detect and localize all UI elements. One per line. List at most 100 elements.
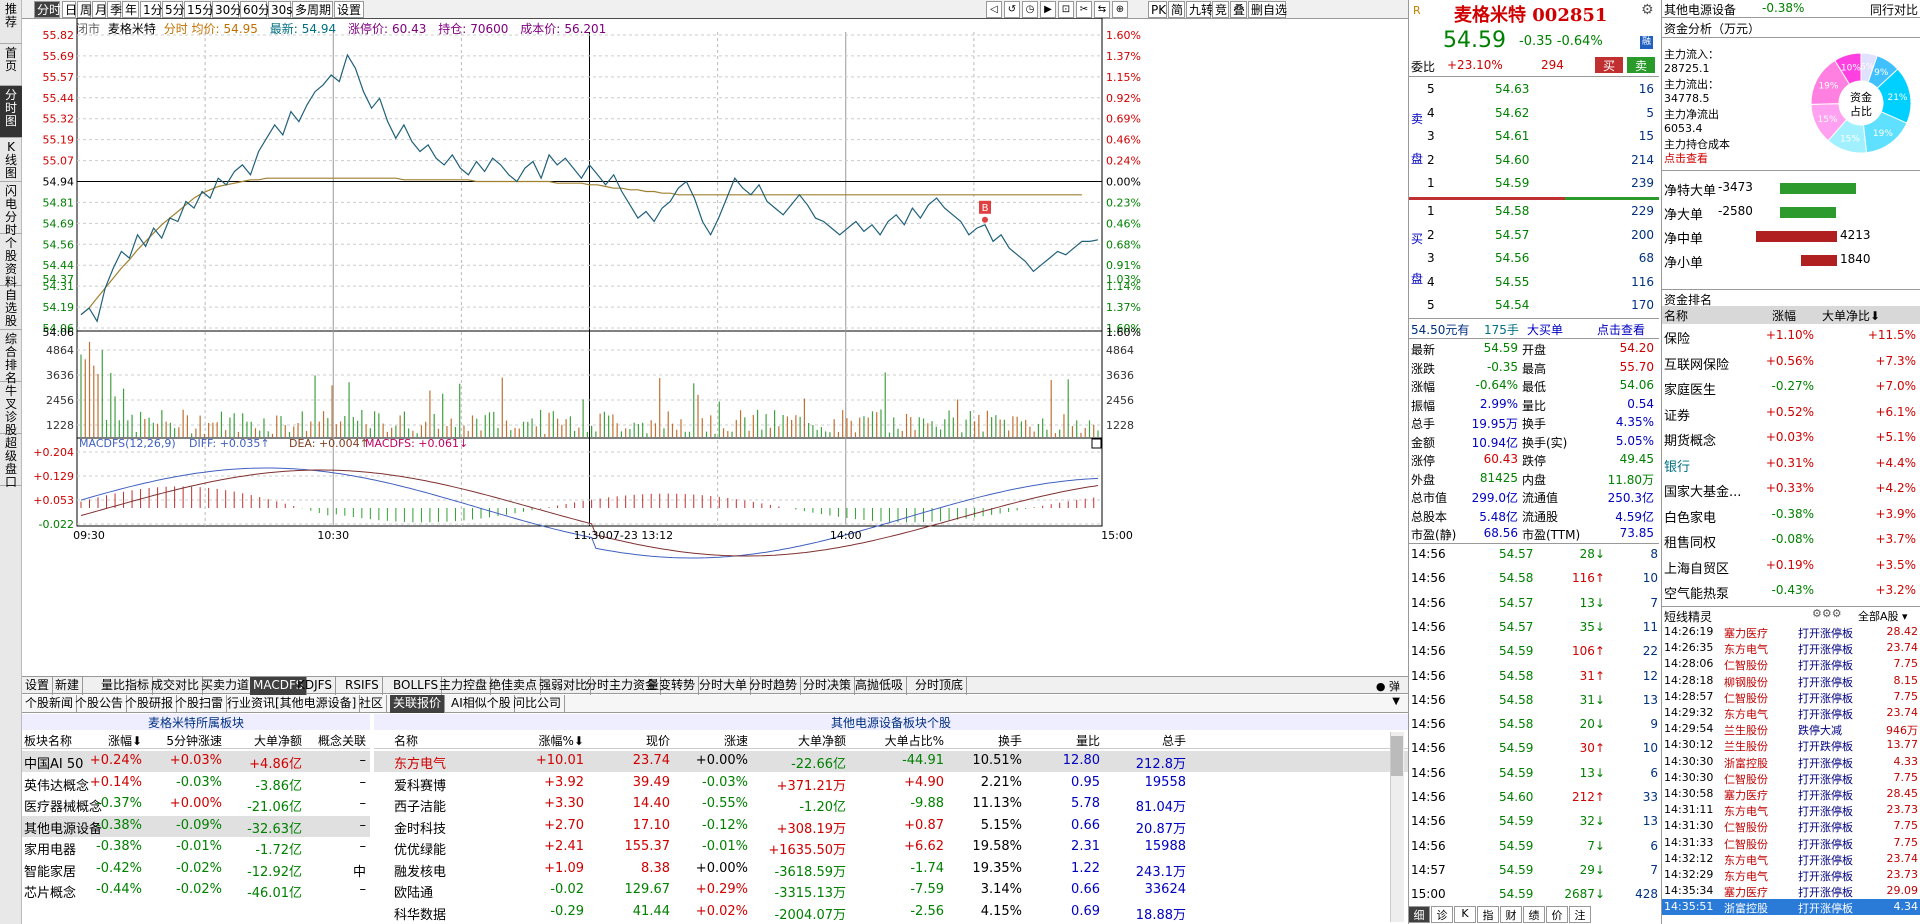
indicator-tab-5[interactable]: MACDFS <box>250 677 308 695</box>
jingling-row[interactable]: 14:35:34 塞力医疗 打开涨停板 29.09 <box>1664 884 1918 900</box>
buy-button[interactable]: 买 <box>1595 57 1623 73</box>
toolbar-right-5[interactable]: 删自选 <box>1248 1 1287 18</box>
peer-row[interactable]: 欧陆通 -0.02 129.67 +0.29% -3315.13万 -7.59 3.14% 0… <box>394 882 1186 901</box>
peer-row[interactable]: 科华数据 -0.29 41.44 +0.02% -2004.07万 -2.56 4.15% 0… <box>394 903 1186 923</box>
toolbar-tab-7[interactable]: 5分 <box>162 1 185 18</box>
indicator-tab-4[interactable]: 买卖力道 <box>198 677 254 695</box>
sector-row[interactable]: 医疗器械概念 -0.37% +0.00% -21.06亿 – <box>24 796 366 815</box>
rank-item-name[interactable]: 银行 <box>1664 459 1691 475</box>
nav-tab-4[interactable]: 闪 电 分 时 <box>0 182 22 237</box>
toolbar-tab-10[interactable]: 60分 <box>240 1 270 18</box>
sell-button[interactable]: 卖 <box>1627 57 1655 73</box>
toolbar-right-3[interactable]: 竞 <box>1212 1 1229 18</box>
mini-tab-7[interactable]: 注 <box>1569 906 1591 923</box>
toolbar-right-2[interactable]: 九转 <box>1186 1 1213 18</box>
mini-tab-1[interactable]: 诊 <box>1431 906 1453 923</box>
toolbar-tool-icon[interactable]: ⊕ <box>1112 1 1128 18</box>
jingling-row[interactable]: 14:28:57 仁智股份 打开涨停板 7.75 <box>1664 689 1918 705</box>
jingling-row[interactable]: 14:31:33 仁智股份 打开涨停板 7.75 <box>1664 835 1918 851</box>
intraday-chart[interactable]: 55.82 1.60% 55.69 1.37% 55.57 1.15% 55.44 0.92%… <box>22 18 1408 676</box>
toolbar-right-0[interactable]: PK <box>1148 1 1167 18</box>
indicator-tab-16[interactable]: 分时决策 <box>800 677 856 695</box>
indicator-tab-12[interactable]: 分时主力资金 <box>582 677 662 695</box>
rank-item-name[interactable]: 空气能热泵 <box>1664 587 1730 602</box>
indicator-tab-10[interactable]: 绝佳卖点 <box>486 677 542 695</box>
rank-item-name[interactable]: 上海自贸区 <box>1664 561 1730 577</box>
toolbar-tab-2[interactable]: 周 <box>77 1 92 18</box>
table-scrollbar[interactable] <box>1390 732 1404 922</box>
mini-tab-6[interactable]: 价 <box>1546 906 1568 923</box>
peer-row[interactable]: 爱科赛博 +3.92 39.49 -0.03% +371.21万 +4.90 2.21% 0.… <box>394 774 1186 794</box>
indicator-tab-15[interactable]: 分时趋势 <box>746 677 802 695</box>
toolbar-tool-icon[interactable]: ▶ <box>1040 1 1056 18</box>
toolbar-tab-6[interactable]: 1分 <box>140 1 163 18</box>
mini-tab-4[interactable]: 财 <box>1500 906 1522 923</box>
indicator-tab-18[interactable]: 分时顶底 <box>912 677 968 695</box>
rank-item-name[interactable]: 国家大基金... <box>1664 485 1742 500</box>
indicator-tab-9[interactable]: 主力控盘 <box>436 677 492 695</box>
rank-item-name[interactable]: 租售同权 <box>1664 536 1717 551</box>
rank-item-name[interactable]: 互联网保险 <box>1664 357 1730 373</box>
nav-tab-8[interactable]: 牛 叉 诊 股 <box>0 382 22 437</box>
sector-row[interactable]: 中国AI 50 +0.24% +0.03% +4.86亿 – <box>22 751 370 772</box>
sector-row[interactable]: 芯片概念 -0.44% -0.02% -46.01亿 – <box>24 882 366 901</box>
toolbar-tool-icon[interactable]: ◁ <box>986 1 1002 18</box>
info-tab-4[interactable]: 行业资讯[其他电源设备] <box>224 695 361 713</box>
indicator-tab-11[interactable]: 强弱对比 <box>536 677 592 695</box>
jingling-filter[interactable]: 全部A股 ▾ <box>1858 610 1908 623</box>
jingling-row[interactable]: 14:28:18 柳钢股份 打开涨停板 8.15 <box>1664 673 1918 689</box>
nav-tab-5[interactable]: 个 股 资 料 <box>0 234 22 289</box>
indicator-tab-2[interactable]: 量比指标 <box>98 677 154 695</box>
toolbar-tab-4[interactable]: 季 <box>107 1 122 18</box>
indicator-tab-17[interactable]: 高抛低吸 <box>852 677 908 695</box>
jingling-row[interactable]: 14:30:58 塞力医疗 打开涨停板 28.45 <box>1664 787 1918 802</box>
table-scrollbar-thumb[interactable] <box>1391 736 1403 776</box>
indicator-tab-1[interactable]: 新建 <box>52 677 84 695</box>
sector-row[interactable]: 其他电源设备 -0.38% -0.09% -32.63亿 – <box>22 815 370 837</box>
jingling-row[interactable]: 14:30:30 浙富控股 打开涨停板 4.33 <box>1664 754 1918 770</box>
toolbar-tool-icon[interactable]: ⇆ <box>1094 1 1110 18</box>
info-tab-6[interactable]: 关联报价 <box>390 695 446 713</box>
toolbar-tab-0[interactable]: 分时 <box>34 1 61 18</box>
collapse-icon[interactable]: ▼ <box>1392 696 1400 707</box>
toolbar-tab-1[interactable]: 日 <box>62 1 77 18</box>
jingling-row[interactable]: 14:35:51 浙富控股 打开涨停板 4.34 <box>1662 899 1920 916</box>
jingling-row[interactable]: 14:30:30 仁智股份 打开涨停板 7.75 <box>1664 770 1918 786</box>
nav-tab-1[interactable]: 首 页 <box>0 44 22 86</box>
rank-item-name[interactable]: 保险 <box>1664 332 1691 347</box>
jingling-row[interactable]: 14:26:19 塞力医疗 打开涨停板 28.42 <box>1664 625 1918 640</box>
peer-row[interactable]: 东方电气 +10.01 23.74 +0.00% -22.66亿 -44.91 10.51%… <box>374 751 1408 772</box>
mini-tab-2[interactable]: K <box>1454 906 1476 923</box>
rank-item-name[interactable]: 期货概念 <box>1664 434 1717 449</box>
peer-row[interactable]: 金时科技 +2.70 17.10 -0.12% +308.19万 +0.87 5.15% 0.… <box>394 817 1186 837</box>
bigbuy-link[interactable]: 点击查看 <box>1597 323 1646 337</box>
toolbar-tab-11[interactable]: 30s <box>268 1 293 18</box>
indicator-tab-3[interactable]: 成交对比 <box>148 677 204 695</box>
jingling-row[interactable]: 14:29:54 兰生股份 跌停大减 946万 <box>1664 722 1918 738</box>
sector-row[interactable]: 智能家居 -0.42% -0.02% -12.92亿中 <box>24 860 366 880</box>
indicator-tab-6[interactable]: KDJFS <box>294 677 336 695</box>
indicator-tab-0[interactable]: 设置 <box>22 677 54 695</box>
jingling-row[interactable]: 14:32:12 东方电气 打开涨停板 23.74 <box>1664 851 1918 867</box>
toolbar-tool-icon[interactable]: ◷ <box>1022 1 1038 18</box>
toolbar-tab-5[interactable]: 年 <box>122 1 139 18</box>
gear-icon[interactable]: ⚙ <box>1641 2 1654 18</box>
toolbar-tab-13[interactable]: 设置 <box>334 1 364 18</box>
rank-item-name[interactable]: 白色家电 <box>1664 510 1717 526</box>
info-tab-0[interactable]: 个股新闻 <box>22 695 78 713</box>
nav-tab-7[interactable]: 综 合 排 名 <box>0 330 22 385</box>
toolbar-right-4[interactable]: 叠 <box>1230 1 1247 18</box>
mini-tab-0[interactable]: 细 <box>1408 906 1430 923</box>
nav-tab-9[interactable]: 超 级 盘 口 <box>0 434 22 489</box>
mini-tab-3[interactable]: 指 <box>1477 906 1499 923</box>
indicator-tab-8[interactable]: BOLLFS <box>390 677 443 695</box>
info-tab-8[interactable]: 问比公司 <box>510 695 566 713</box>
cost-link[interactable]: 点击查看 <box>1664 152 1708 165</box>
toolbar-tab-12[interactable]: 多周期 <box>292 1 333 18</box>
nav-tab-0[interactable]: 推 荐 <box>0 0 22 44</box>
info-tab-5[interactable]: 社区 <box>356 695 388 713</box>
nav-tab-6[interactable]: 自 选 股 <box>0 286 22 330</box>
indicator-tab-14[interactable]: 分时大单 <box>696 677 752 695</box>
jingling-row[interactable]: 14:29:32 东方电气 打开涨停板 23.74 <box>1664 706 1918 721</box>
nav-tab-2[interactable]: 分 时 图 <box>0 86 22 138</box>
